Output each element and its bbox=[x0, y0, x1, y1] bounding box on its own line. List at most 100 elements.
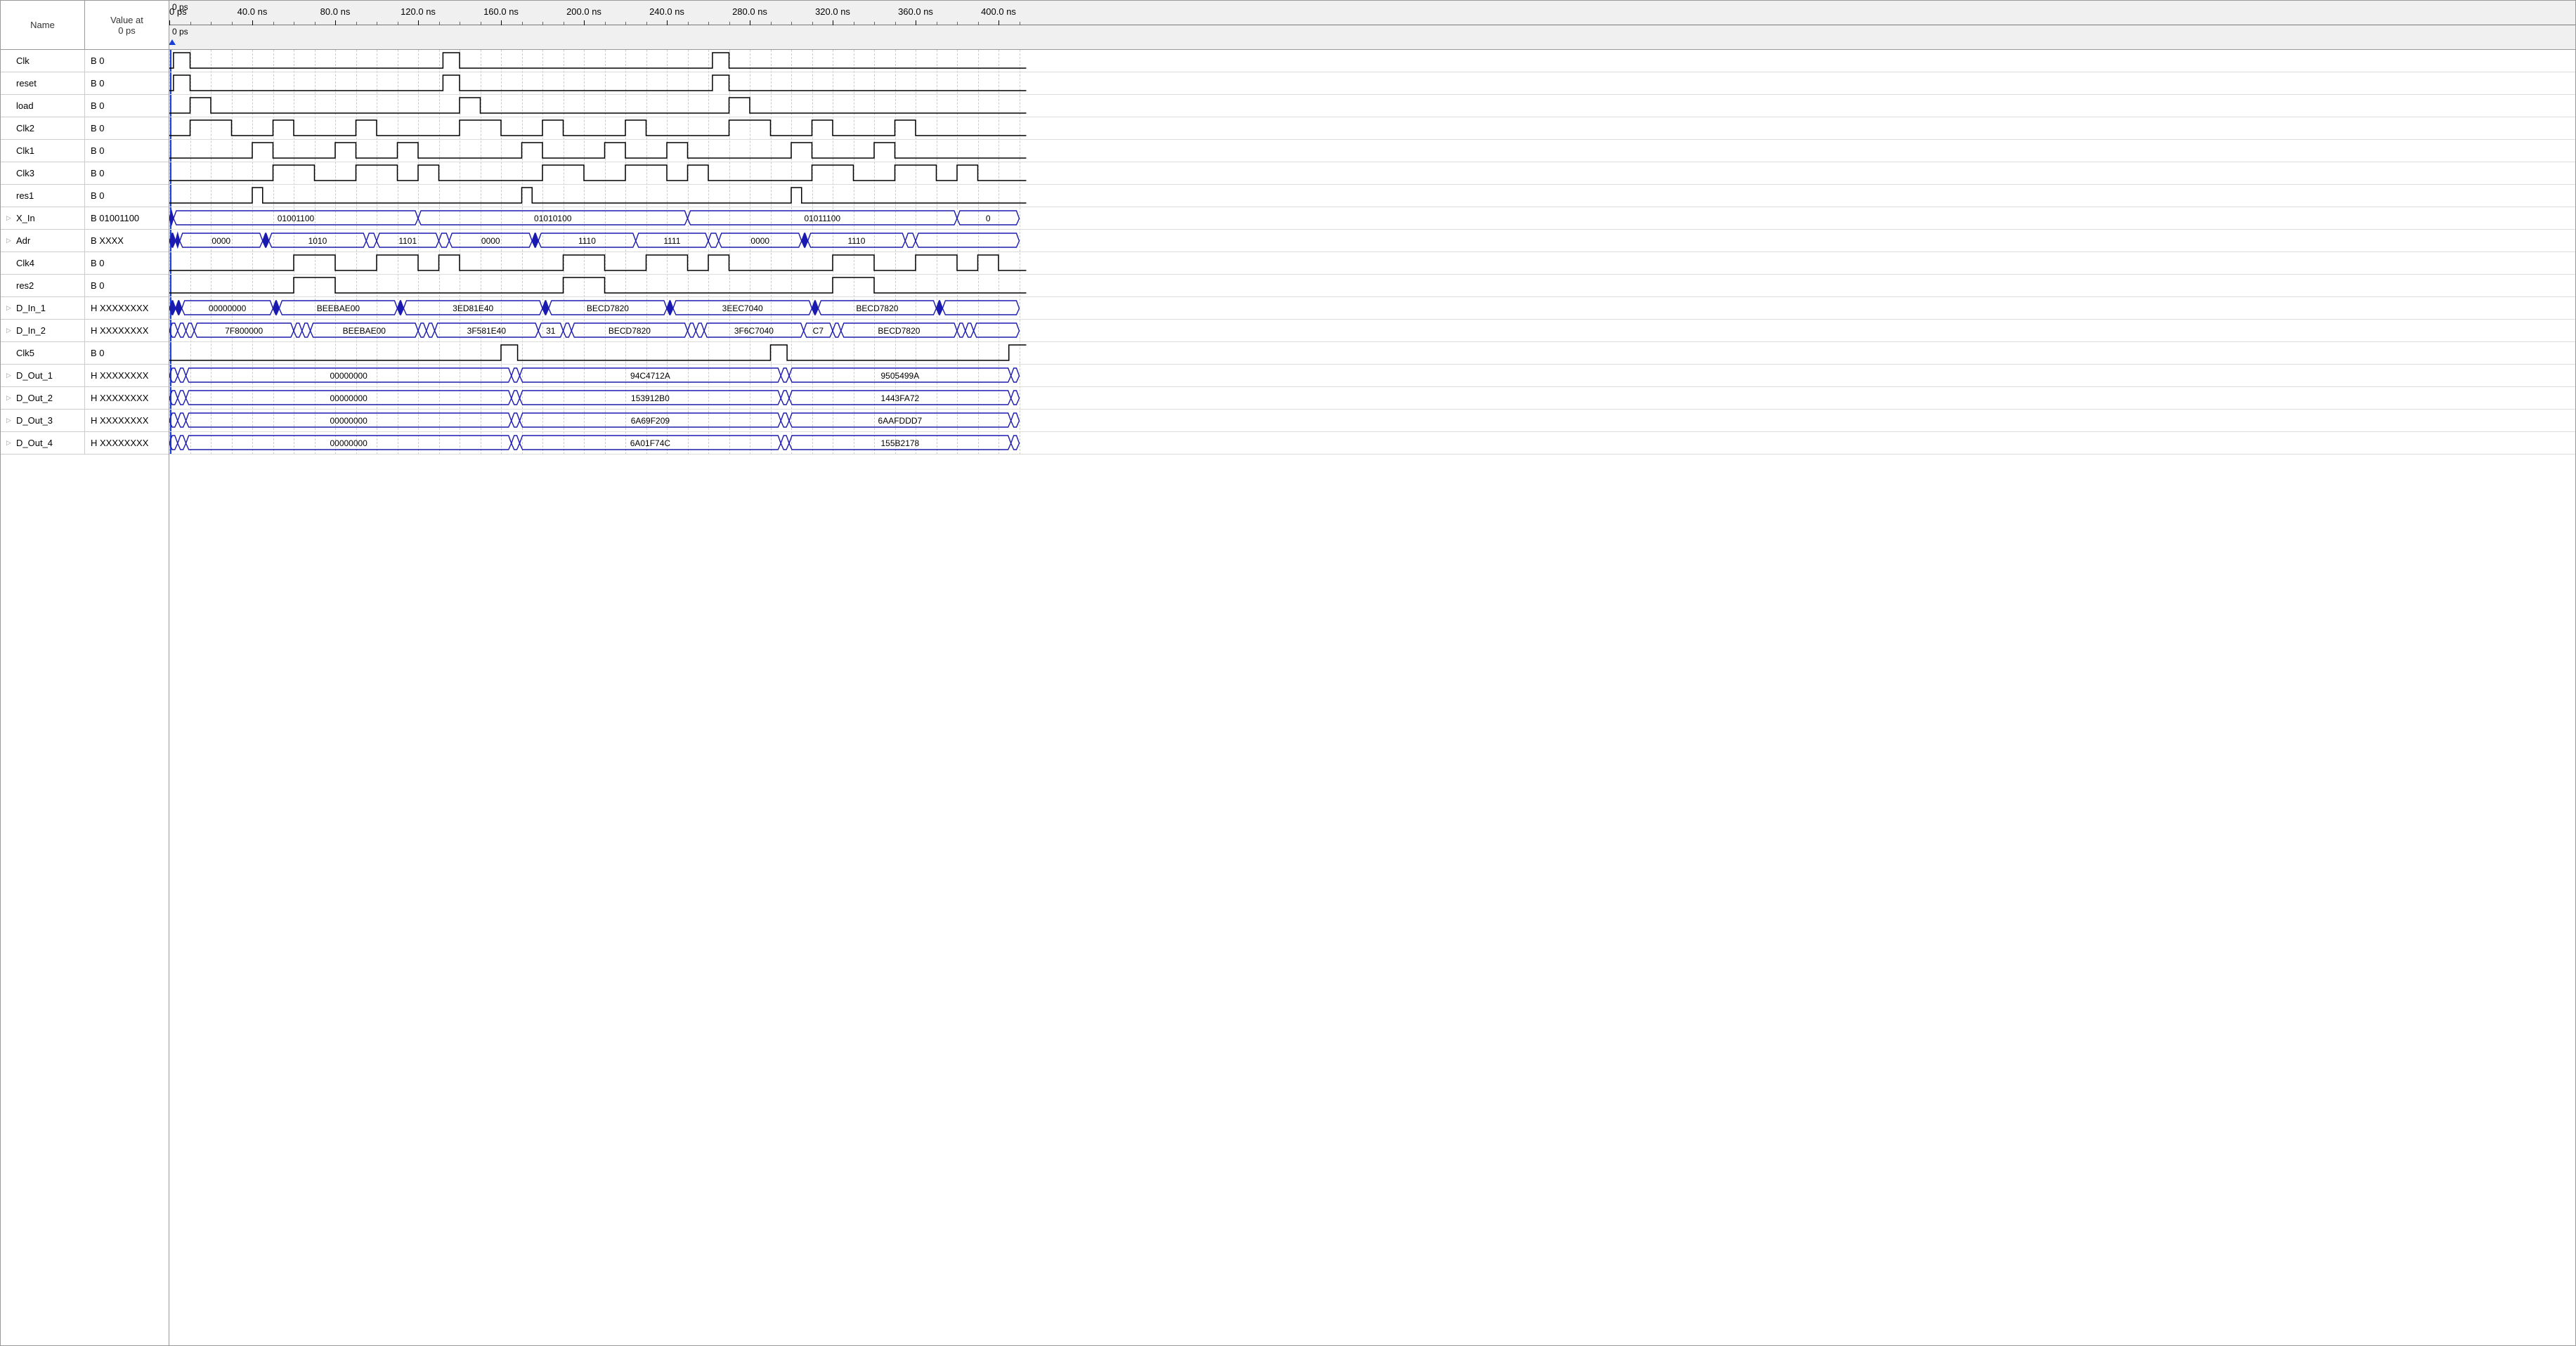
signal-name: Clk3 bbox=[16, 168, 34, 178]
signal-row[interactable]: Clk5B 0 bbox=[1, 342, 169, 365]
signal-row[interactable]: loadB 0 bbox=[1, 95, 169, 117]
waveform-row[interactable] bbox=[169, 95, 2575, 117]
signal-value-cell: H XXXXXXXX bbox=[85, 370, 169, 381]
signal-name-cell[interactable]: ▷D_Out_3 bbox=[1, 410, 85, 431]
signal-name-cell[interactable]: Clk3 bbox=[1, 162, 85, 184]
signal-rows: ClkB 0resetB 0loadB 0Clk2B 0Clk1B 0Clk3B… bbox=[1, 50, 169, 1345]
signal-name: D_Out_2 bbox=[16, 393, 53, 403]
signal-name-cell[interactable]: ▷Adr bbox=[1, 230, 85, 251]
bus-segment-label: 3EEC7040 bbox=[722, 303, 763, 313]
cursor-marker-icon[interactable] bbox=[169, 39, 176, 45]
signal-name-cell[interactable]: ▷D_In_2 bbox=[1, 320, 85, 341]
waveform-row[interactable]: 00000000153912B01443FA72 bbox=[169, 387, 2575, 410]
waveform-row[interactable] bbox=[169, 162, 2575, 185]
bus-segment-label: 01011100 bbox=[804, 214, 840, 223]
waveform-row[interactable] bbox=[169, 185, 2575, 207]
signal-list-panel: Name Value at 0 ps ClkB 0resetB 0loadB 0… bbox=[1, 1, 169, 1345]
signal-name-cell[interactable]: Clk4 bbox=[1, 252, 85, 274]
waveform-row[interactable]: 7F800000BEEBAE003F581E4031BECD78203F6C70… bbox=[169, 320, 2575, 342]
waveform-row[interactable]: 000000006A69F2096AAFDDD7 bbox=[169, 410, 2575, 432]
signal-row[interactable]: ClkB 0 bbox=[1, 50, 169, 72]
signal-name: Clk2 bbox=[16, 123, 34, 133]
digital-waveform bbox=[169, 185, 1027, 207]
bus-segment-label: 1110 bbox=[847, 236, 865, 246]
signal-name-cell[interactable]: ▷X_In bbox=[1, 207, 85, 229]
signal-name: res2 bbox=[16, 280, 34, 291]
signal-value-cell: B 0 bbox=[85, 100, 169, 111]
expand-icon[interactable]: ▷ bbox=[6, 237, 13, 244]
expand-icon[interactable]: ▷ bbox=[6, 372, 13, 379]
waveform-row[interactable] bbox=[169, 252, 2575, 275]
signal-value-cell: B 0 bbox=[85, 55, 169, 66]
waveform-row[interactable] bbox=[169, 72, 2575, 95]
waveform-row[interactable] bbox=[169, 275, 2575, 297]
expand-icon[interactable]: ▷ bbox=[6, 214, 13, 222]
signal-name-cell[interactable]: res1 bbox=[1, 185, 85, 207]
signal-row[interactable]: reset B 0 bbox=[1, 72, 169, 95]
bus-waveform: 000000006A01F74C155B2178 bbox=[169, 432, 1027, 455]
waveform-panel[interactable]: 0 ps 0 ps40.0 ns80.0 ns120.0 ns160.0 ns2… bbox=[169, 1, 2575, 1345]
signal-value-cell: B 0 bbox=[85, 280, 169, 291]
signal-name-cell[interactable]: load bbox=[1, 95, 85, 117]
bus-waveform: 7F800000BEEBAE003F581E4031BECD78203F6C70… bbox=[169, 320, 1027, 342]
signal-value-cell: H XXXXXXXX bbox=[85, 303, 169, 313]
signal-row[interactable]: ▷D_In_2H XXXXXXXX bbox=[1, 320, 169, 342]
signal-value-cell: B XXXX bbox=[85, 235, 169, 246]
waveform-row[interactable] bbox=[169, 342, 2575, 365]
digital-waveform bbox=[169, 140, 1027, 162]
signal-row[interactable]: ▷X_InB 01001100 bbox=[1, 207, 169, 230]
bus-segment-label: 1110 bbox=[578, 236, 596, 246]
signal-name-cell[interactable]: Clk bbox=[1, 50, 85, 72]
bus-segment-label: 0000 bbox=[750, 236, 769, 246]
waveform-row[interactable] bbox=[169, 117, 2575, 140]
column-header-name: Name bbox=[1, 1, 85, 49]
waveform-row[interactable]: 00001010110100001110111100001110 bbox=[169, 230, 2575, 252]
bus-segment-label: 00000000 bbox=[209, 303, 247, 313]
signal-row[interactable]: Clk2B 0 bbox=[1, 117, 169, 140]
expand-icon[interactable]: ▷ bbox=[6, 304, 13, 312]
digital-waveform bbox=[169, 72, 1027, 95]
signal-name-cell[interactable]: ▷D_In_1 bbox=[1, 297, 85, 319]
bus-segment-label: 00000000 bbox=[330, 438, 367, 448]
time-ruler[interactable]: 0 ps 0 ps40.0 ns80.0 ns120.0 ns160.0 ns2… bbox=[169, 1, 2575, 50]
waveform-row[interactable]: 0100110001010100010111000 bbox=[169, 207, 2575, 230]
signal-name-cell[interactable]: Clk1 bbox=[1, 140, 85, 162]
signal-row[interactable]: res2 B 0 bbox=[1, 275, 169, 297]
waveform-row[interactable] bbox=[169, 140, 2575, 162]
signal-row[interactable]: ▷D_Out_1H XXXXXXXX bbox=[1, 365, 169, 387]
signal-name-cell[interactable]: res2 bbox=[1, 275, 85, 296]
signal-name-cell[interactable]: ▷D_Out_2 bbox=[1, 387, 85, 409]
waveform-row[interactable]: 0000000094C4712A9505499A bbox=[169, 365, 2575, 387]
signal-name-cell[interactable]: ▷D_Out_4 bbox=[1, 432, 85, 454]
digital-waveform bbox=[169, 275, 1027, 297]
signal-name-cell[interactable]: reset bbox=[1, 72, 85, 94]
signal-name-cell[interactable]: ▷D_Out_1 bbox=[1, 365, 85, 386]
waveform-area[interactable]: 0100110001010100010111000000010101101000… bbox=[169, 50, 2575, 455]
signal-value-cell: B 0 bbox=[85, 348, 169, 358]
bus-waveform: 000000006A69F2096AAFDDD7 bbox=[169, 410, 1027, 432]
bus-segment-label: BECD7820 bbox=[609, 326, 651, 336]
expand-icon[interactable]: ▷ bbox=[6, 327, 13, 334]
waveform-row[interactable] bbox=[169, 50, 2575, 72]
signal-row[interactable]: Clk1B 0 bbox=[1, 140, 169, 162]
bus-segment-label: 1010 bbox=[308, 236, 327, 246]
expand-icon[interactable]: ▷ bbox=[6, 394, 13, 402]
expand-icon[interactable]: ▷ bbox=[6, 417, 13, 424]
signal-row[interactable]: ▷D_Out_3H XXXXXXXX bbox=[1, 410, 169, 432]
expand-icon[interactable]: ▷ bbox=[6, 439, 13, 447]
waveform-row[interactable]: 00000000BEEBAE003ED81E40BECD78203EEC7040… bbox=[169, 297, 2575, 320]
bus-segment-label: BECD7820 bbox=[856, 303, 898, 313]
signal-value-cell: B 0 bbox=[85, 78, 169, 89]
signal-name-cell[interactable]: Clk5 bbox=[1, 342, 85, 364]
signal-name-cell[interactable]: Clk2 bbox=[1, 117, 85, 139]
signal-row[interactable]: Clk4B 0 bbox=[1, 252, 169, 275]
waveform-row[interactable]: 000000006A01F74C155B2178 bbox=[169, 432, 2575, 455]
signal-name: reset bbox=[16, 78, 37, 89]
signal-row[interactable]: ▷AdrB XXXX bbox=[1, 230, 169, 252]
signal-row[interactable]: Clk3B 0 bbox=[1, 162, 169, 185]
signal-row[interactable]: ▷D_In_1H XXXXXXXX bbox=[1, 297, 169, 320]
signal-row[interactable]: ▷D_Out_4H XXXXXXXX bbox=[1, 432, 169, 455]
time-tick-label: 160.0 ns bbox=[483, 6, 519, 17]
signal-row[interactable]: ▷D_Out_2H XXXXXXXX bbox=[1, 387, 169, 410]
signal-row[interactable]: res1B 0 bbox=[1, 185, 169, 207]
